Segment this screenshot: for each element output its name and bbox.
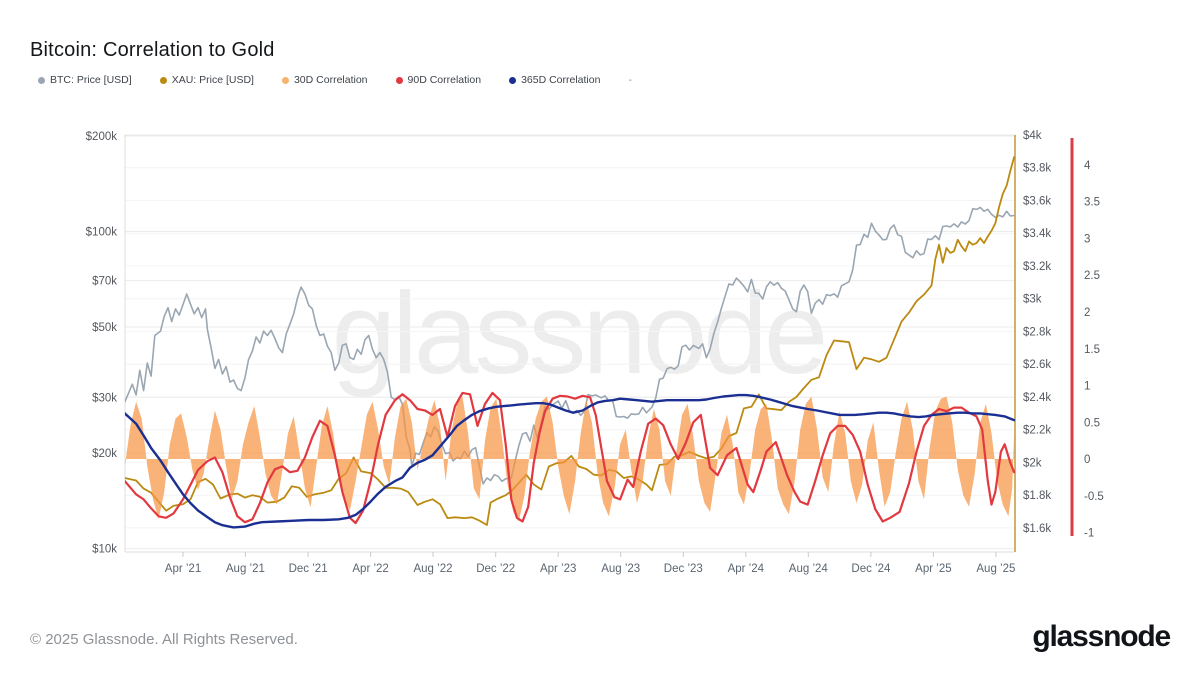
series-group (125, 156, 1015, 529)
xau-axis-tick-label: $2.8k (1023, 327, 1051, 339)
btc-axis-tick-label: $10k (92, 544, 117, 556)
x-axis-tick-label: Apr ’24 (728, 563, 765, 575)
glassnode-logo[interactable]: glassnode (1032, 620, 1171, 653)
x-axis-tick-label: Apr ’23 (540, 563, 576, 575)
corr-axis-tick-label: 2 (1084, 307, 1090, 319)
xau-axis-tick-label: $3.8k (1023, 163, 1051, 175)
xau-axis-tick-label: $3k (1023, 294, 1042, 306)
legend-label: BTC: Price [USD] (50, 74, 132, 86)
legend-item-90d-correlation[interactable]: 90D Correlation (395, 74, 482, 86)
xau-axis-tick-label: $2k (1023, 457, 1042, 469)
x-axis-tick-label: Aug ’23 (601, 563, 640, 575)
x-axis-tick-label: Dec ’21 (289, 563, 328, 575)
x-axis-tick-label: Aug ’21 (226, 563, 265, 575)
corr-axis-tick-label: 1 (1084, 381, 1090, 393)
xau-axis-tick-label: $3.2k (1023, 261, 1051, 273)
xau-axis-tick-label: $4k (1023, 130, 1042, 142)
xau-axis-tick-label: $3.6k (1023, 196, 1051, 208)
xau-series-dot-icon (159, 76, 167, 84)
xau-axis-tick-label: $2.2k (1023, 425, 1051, 437)
btc-axis-tick-label: $100k (86, 227, 118, 239)
chart-legend: BTC: Price [USD] XAU: Price [USD] 30D Co… (38, 74, 632, 86)
corr-axis-tick-label: 2.5 (1084, 270, 1100, 282)
btc-series-dot-icon (38, 76, 45, 84)
corr-axis-tick-label: 4 (1084, 160, 1091, 172)
corr-365d-line (125, 393, 1015, 529)
legend-label: 365D Correlation (521, 74, 601, 86)
corr-axis-tick-label: 0.5 (1084, 417, 1100, 429)
corr-90d-series-dot-icon (395, 76, 403, 84)
btc-axis-tick-label: $20k (92, 448, 117, 460)
x-axis-tick-label: Dec ’24 (851, 563, 891, 575)
x-axis-tick-label: Dec ’22 (476, 563, 515, 575)
legend-item-btc-price[interactable]: BTC: Price [USD] (38, 74, 132, 86)
corr-axis-tick-label: 1.5 (1084, 344, 1100, 356)
corr-30d-area (125, 396, 1015, 522)
corr-365d-series-dot-icon (509, 76, 517, 84)
x-axis-tick-label: Dec ’23 (664, 563, 703, 575)
btc-axis-tick-label: $70k (92, 276, 117, 288)
page-title: Bitcoin: Correlation to Gold (30, 39, 275, 62)
btc-axis-tick-label: $50k (92, 322, 117, 334)
plot-area[interactable] (125, 135, 1015, 552)
xau-axis-tick-label: $1.6k (1023, 523, 1051, 535)
btc-axis-tick-label: $30k (92, 392, 117, 404)
x-axis-tick-label: Aug ’24 (789, 563, 829, 575)
x-axis-tick-label: Aug ’22 (413, 563, 452, 575)
xau-axis-tick-label: $1.8k (1023, 490, 1051, 502)
corr-axis-tick-label: -1 (1084, 528, 1094, 540)
x-axis-tick-label: Apr ’22 (352, 563, 388, 575)
legend-item-xau-price[interactable]: XAU: Price [USD] (159, 74, 254, 86)
corr-90d-line (125, 391, 1015, 525)
legend-item-30d-correlation[interactable]: 30D Correlation (281, 74, 368, 86)
corr-axis-tick-label: -0.5 (1084, 491, 1104, 503)
x-axis-tick-label: Apr ’21 (165, 563, 201, 575)
corr-30d-series-dot-icon (281, 76, 289, 84)
xau-axis-tick-label: $2.4k (1023, 392, 1051, 404)
legend-label: 30D Correlation (293, 74, 368, 86)
x-axis-tick-label: Aug ’25 (976, 563, 1015, 575)
xau-axis-tick-label: $2.6k (1023, 359, 1051, 371)
legend-item-365d-correlation[interactable]: 365D Correlation (509, 74, 600, 86)
btc-axis-tick-label: $200k (86, 131, 118, 143)
xau-axis-tick-label: $3.4k (1023, 228, 1051, 240)
corr-axis-tick-label: 3.5 (1084, 197, 1100, 209)
corr-axis-tick-label: 0 (1084, 454, 1090, 466)
legend-label: XAU: Price [USD] (171, 74, 254, 86)
corr-axis-tick-label: 3 (1084, 234, 1090, 246)
copyright-text: © 2025 Glassnode. All Rights Reserved. (30, 631, 298, 648)
btc-price-line (125, 206, 1015, 485)
legend-trailing-dash: - (628, 74, 632, 86)
x-axis-tick-label: Apr ’25 (915, 563, 951, 575)
legend-label: 90D Correlation (407, 74, 482, 86)
